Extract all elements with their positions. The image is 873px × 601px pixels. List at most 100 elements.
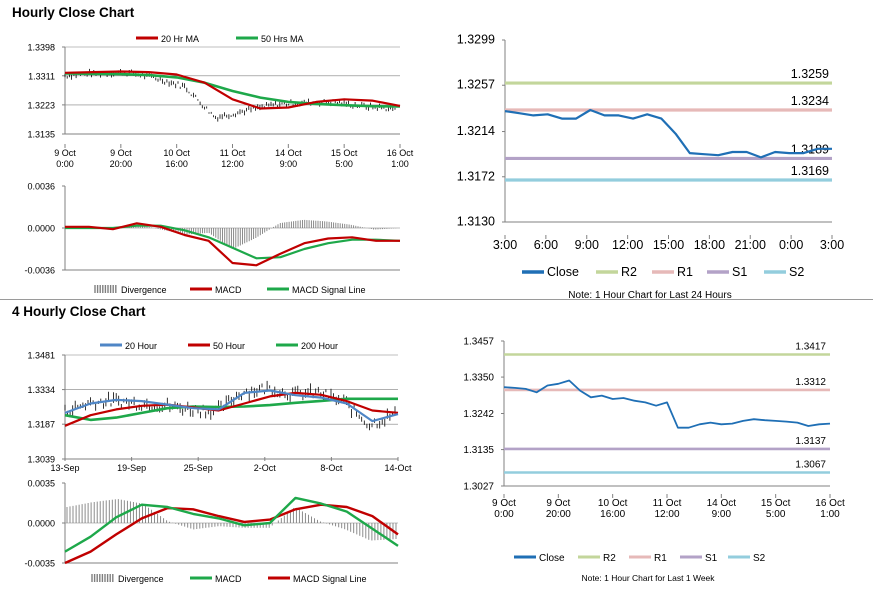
four-hourly-levels-x-tick-label: 20:00 — [546, 509, 571, 520]
hourly-price-x-tick-label: 16:00 — [165, 159, 188, 169]
four-hourly-legend-divergence-label: Divergence — [118, 574, 164, 584]
hourly-levels-x-tick-label: 12:00 — [612, 238, 643, 252]
hourly-levels-legend-s2-label: S2 — [789, 265, 804, 279]
hourly-levels-x-tick-label: 15:00 — [653, 238, 684, 252]
hourly-levels-y-tick-label: 1.3130 — [457, 215, 495, 229]
four-hourly-levels-y-tick-label: 1.3242 — [463, 409, 494, 420]
hourly-levels-x-tick-label: 18:00 — [694, 238, 725, 252]
hourly-price-y-tick-label: 1.3311 — [28, 71, 55, 81]
hourly-price-y-tick-label: 1.3223 — [27, 100, 55, 110]
four-hourly-levels-y-tick-label: 1.3027 — [463, 482, 494, 493]
hourly-levels-legend-r2-label: R2 — [621, 265, 637, 279]
hourly-section-title: Hourly Close Chart — [12, 5, 135, 20]
four-hourly-levels-x-tick-label: 15 Oct — [761, 498, 791, 509]
four-hourly-levels-x-tick-label: 0:00 — [494, 509, 514, 520]
four-hourly-levels-x-tick-label: 9 Oct — [546, 498, 570, 509]
hourly-levels-x-tick-label: 21:00 — [735, 238, 766, 252]
hourly-legend-macd-label: MACD — [215, 285, 242, 295]
four-hourly-levels-x-tick-label: 9 Oct — [492, 498, 516, 509]
four-hourly-price-y-tick-label: 1.3039 — [27, 455, 55, 465]
hourly-levels-legend-close-label: Close — [547, 265, 579, 279]
hourly-legend-divergence-label: Divergence — [121, 285, 167, 295]
four-hourly-level-r2-label: 1.3417 — [795, 341, 826, 352]
four-hourly-legend-20h-label: 20 Hour — [125, 341, 157, 351]
four-hourly-levels-legend-r2-label: R2 — [603, 553, 616, 564]
hourly-price-x-tick-label: 10 Oct — [163, 148, 190, 158]
hourly-level-s2-label: 1.3169 — [791, 164, 829, 178]
hourly-levels-y-tick-label: 1.3299 — [457, 33, 495, 47]
four-hourly-price-x-tick-label: 8-Oct — [320, 463, 343, 473]
hourly-levels-x-tick-label: 0:00 — [779, 238, 803, 252]
four-hourly-legend-200h-label: 200 Hour — [301, 341, 338, 351]
hourly-legend-20ma-label: 20 Hr MA — [161, 34, 199, 44]
hourly-price-x-tick-label: 9 Oct — [110, 148, 132, 158]
section-divider — [0, 299, 873, 300]
four-hourly-level-s2-label: 1.3067 — [795, 460, 826, 471]
hourly-price-y-tick-label: 1.3398 — [27, 43, 55, 53]
hourly-macd-y-tick-label: -0.0036 — [24, 266, 55, 276]
hourly-levels-y-tick-label: 1.3214 — [457, 124, 495, 138]
four-hourly-price-x-tick-label: 13-Sep — [50, 463, 79, 473]
four-hourly-levels-legend-close-label: Close — [539, 553, 565, 564]
four-hourly-levels-legend-r1-label: R1 — [654, 553, 667, 564]
hourly-price-x-tick-label: 5:00 — [335, 159, 353, 169]
hourly-20ma-line — [64, 70, 401, 110]
four-hourly-price-x-tick-label: 25-Sep — [184, 463, 213, 473]
four-hourly-price-y-tick-label: 1.3481 — [27, 351, 55, 361]
four-hourly-close-line — [503, 379, 831, 429]
hourly-legend-divergence-swatch — [94, 285, 117, 293]
hourly-levels-note: Note: 1 Hour Chart for Last 24 Hours — [568, 290, 731, 301]
hourly-price-x-tick-label: 12:00 — [221, 159, 244, 169]
hourly-price-x-tick-label: 15 Oct — [331, 148, 358, 158]
four-hourly-levels-x-tick-label: 9:00 — [712, 509, 732, 520]
hourly-levels-y-tick-label: 1.3172 — [457, 169, 495, 183]
four-hourly-price-y-tick-label: 1.3187 — [27, 420, 55, 430]
four-hourly-price-x-tick-label: 14-Oct — [384, 463, 412, 473]
four-hourly-section-title: 4 Hourly Close Chart — [12, 304, 146, 319]
hourly-close-line — [504, 108, 832, 159]
four-hourly-levels-x-tick-label: 11 Oct — [653, 498, 682, 509]
four-hourly-levels-x-tick-label: 1:00 — [820, 509, 840, 520]
four-hourly-levels-x-tick-label: 16 Oct — [815, 498, 845, 509]
four-hourly-legend-signal-label: MACD Signal Line — [293, 574, 367, 584]
four-hourly-macd-y-tick-label: -0.0035 — [24, 559, 55, 569]
four-hourly-legend-macd-label: MACD — [215, 574, 242, 584]
four-hourly-20h-line — [64, 389, 399, 423]
four-hourly-macd-y-tick-label: 0.0035 — [27, 479, 55, 489]
four-hourly-levels-x-tick-label: 16:00 — [600, 509, 625, 520]
four-hourly-price-y-tick-label: 1.3334 — [27, 385, 55, 395]
hourly-macd-line — [65, 222, 400, 267]
hourly-legend-signal-label: MACD Signal Line — [292, 285, 366, 295]
hourly-price-x-tick-label: 11 Oct — [220, 148, 246, 158]
four-hourly-levels-note: Note: 1 Hour Chart for Last 1 Week — [581, 573, 715, 583]
four-hourly-price-x-tick-label: 2-Oct — [254, 463, 277, 473]
hourly-level-r2-label: 1.3259 — [791, 67, 829, 81]
four-hourly-levels-x-tick-label: 12:00 — [654, 509, 679, 520]
four-hourly-levels-x-tick-label: 10 Oct — [598, 498, 628, 509]
hourly-50ma-line — [64, 72, 401, 108]
hourly-levels-x-tick-label: 9:00 — [575, 238, 599, 252]
hourly-levels-x-tick-label: 3:00 — [493, 238, 517, 252]
four-hourly-legend-50h-label: 50 Hour — [213, 341, 245, 351]
four-hourly-legend-divergence-swatch — [91, 574, 114, 582]
four-hourly-levels-x-tick-label: 14 Oct — [707, 498, 737, 509]
four-hourly-price-x-tick-label: 19-Sep — [117, 463, 146, 473]
hourly-levels-legend-r1-label: R1 — [677, 265, 693, 279]
four-hourly-levels-legend-s2-label: S2 — [753, 553, 766, 564]
four-hourly-level-s1-label: 1.3137 — [795, 436, 826, 447]
four-hourly-level-r1-label: 1.3312 — [795, 377, 826, 388]
hourly-macd-signal-line — [65, 224, 401, 260]
hourly-price-x-tick-label: 0:00 — [56, 159, 74, 169]
hourly-price-x-tick-label: 1:00 — [391, 159, 409, 169]
hourly-levels-legend-s1-label: S1 — [732, 265, 747, 279]
hourly-price-x-tick-label: 14 Oct — [275, 148, 302, 158]
four-hourly-levels-x-tick-label: 5:00 — [766, 509, 786, 520]
hourly-price-x-tick-label: 9:00 — [280, 159, 298, 169]
hourly-level-r1-label: 1.3234 — [791, 94, 829, 108]
four-hourly-50h-line — [64, 391, 399, 427]
hourly-price-x-tick-label: 16 Oct — [387, 148, 414, 158]
hourly-levels-x-tick-label: 3:00 — [820, 238, 844, 252]
four-hourly-macd-signal-line — [64, 503, 399, 565]
hourly-price-x-tick-label: 9 Oct — [54, 148, 76, 158]
